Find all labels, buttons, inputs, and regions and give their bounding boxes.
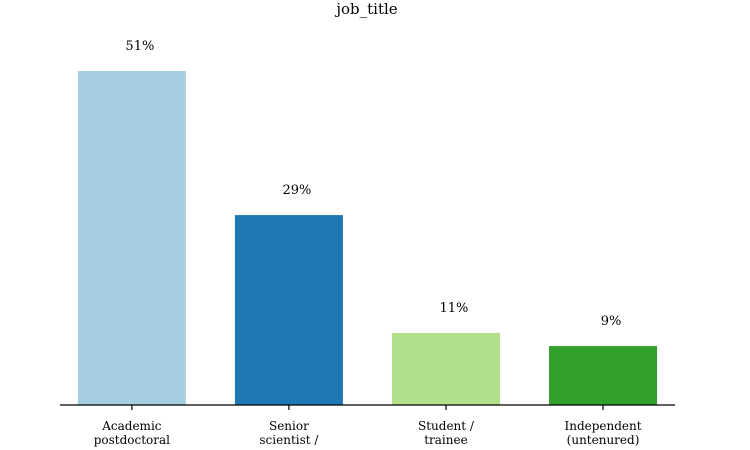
value-label-3: 9% [601,314,622,329]
x-ticks-group: Academic postdoctoral Senior scientist / Stu… [94,405,642,447]
value-labels-group: 51% 29% 11% 9% [125,39,621,329]
x-tick-label-line: postdoctoral [94,433,170,447]
bar-1 [234,215,343,405]
x-tick-label-line: Independent [564,419,641,433]
bar-0 [77,71,186,405]
x-tick-label-3: Independent (untenured) [564,419,641,447]
bar-3 [549,346,658,405]
bar-2 [391,332,500,405]
x-tick-label-line: scientist / [259,433,319,447]
x-tick-label-line: Senior [269,419,309,433]
value-label-2: 11% [440,301,469,316]
x-tick-label-line: Academic [101,419,162,433]
value-label-0: 51% [125,39,154,54]
x-tick-label-line: Student / [418,419,475,433]
x-tick-label-2: Student / trainee [418,419,475,447]
x-tick-label-0: Academic postdoctoral [94,419,170,447]
bars-group [77,71,658,405]
x-tick-label-1: Senior scientist / [259,419,319,447]
value-label-1: 29% [282,183,311,198]
x-tick-label-line: trainee [424,433,467,447]
x-tick-label-line: (untenured) [567,433,640,447]
chart-title: job_title [334,0,397,18]
